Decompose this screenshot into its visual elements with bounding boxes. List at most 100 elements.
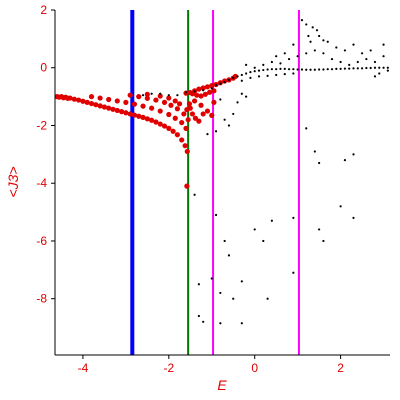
y-tick-label-2: 0 bbox=[40, 61, 47, 75]
point-s1-52 bbox=[153, 97, 159, 103]
point-s2-120 bbox=[223, 239, 226, 243]
point-s1-55 bbox=[174, 106, 181, 112]
point-s2-129 bbox=[202, 320, 205, 323]
point-s2-113 bbox=[270, 219, 273, 222]
x-tick-label-2: -2 bbox=[163, 361, 174, 375]
point-s2-88 bbox=[292, 43, 295, 46]
point-s2-32 bbox=[309, 68, 312, 71]
point-s1-13 bbox=[93, 102, 99, 108]
point-s2-11 bbox=[219, 82, 222, 85]
point-s2-104 bbox=[240, 92, 243, 95]
point-s2-44 bbox=[360, 67, 364, 70]
point-s2-122 bbox=[210, 277, 213, 280]
point-s2-45 bbox=[365, 66, 368, 70]
point-s1-27 bbox=[153, 119, 159, 125]
point-s2-15 bbox=[236, 75, 239, 78]
point-s2-54 bbox=[266, 74, 269, 77]
point-s1-80 bbox=[207, 89, 213, 95]
point-s2-77 bbox=[307, 34, 310, 38]
point-s2-28 bbox=[292, 68, 295, 71]
point-s2-57 bbox=[292, 72, 295, 75]
point-s2-61 bbox=[270, 60, 273, 64]
point-s2-9 bbox=[210, 87, 213, 90]
point-s1-86 bbox=[200, 111, 206, 117]
point-s1-42 bbox=[140, 103, 146, 109]
point-s2-36 bbox=[326, 68, 329, 71]
point-s2-51 bbox=[240, 79, 243, 82]
point-s2-131 bbox=[240, 322, 243, 325]
point-s1-37 bbox=[97, 95, 103, 101]
point-s2-40 bbox=[343, 67, 347, 70]
point-s1-8 bbox=[71, 96, 77, 102]
point-s1-77 bbox=[194, 92, 200, 98]
point-s2-14 bbox=[232, 76, 235, 79]
point-s1-47 bbox=[179, 119, 185, 126]
point-s1-45 bbox=[166, 111, 172, 118]
point-s2-26 bbox=[283, 67, 286, 70]
point-s1-85 bbox=[196, 118, 202, 124]
point-s1-38 bbox=[106, 96, 112, 103]
point-s2-89 bbox=[283, 52, 286, 55]
vertical-lines-layer bbox=[130, 10, 300, 355]
point-s2-43 bbox=[356, 67, 359, 70]
point-s2-19 bbox=[253, 70, 256, 73]
point-s2-115 bbox=[262, 239, 265, 243]
point-s1-44 bbox=[157, 108, 163, 114]
point-s2-109 bbox=[318, 161, 321, 165]
point-s2-16 bbox=[240, 73, 243, 77]
point-s1-9 bbox=[76, 97, 82, 103]
point-s1-43 bbox=[149, 105, 155, 111]
point-s2-90 bbox=[275, 55, 278, 58]
point-s2-50 bbox=[386, 66, 389, 69]
point-s2-110 bbox=[193, 193, 196, 196]
x-axis-label: E bbox=[217, 377, 227, 393]
point-s2-41 bbox=[348, 67, 351, 70]
point-s2-30 bbox=[300, 68, 304, 71]
point-s2-74 bbox=[382, 55, 385, 58]
point-s2-49 bbox=[382, 66, 385, 69]
point-s2-7 bbox=[193, 90, 196, 93]
point-s2-125 bbox=[240, 280, 243, 283]
point-s2-126 bbox=[266, 297, 269, 300]
point-s2-27 bbox=[287, 68, 291, 71]
point-s1-20 bbox=[123, 110, 129, 116]
point-s1-19 bbox=[118, 109, 125, 115]
point-s2-127 bbox=[292, 271, 295, 274]
point-s1-48 bbox=[183, 125, 189, 131]
point-s2-12 bbox=[223, 81, 226, 84]
point-s1-25 bbox=[144, 116, 150, 122]
point-s1-83 bbox=[189, 111, 196, 117]
points-layer bbox=[54, 19, 389, 325]
x-tick-label-4: 2 bbox=[337, 361, 344, 375]
point-s2-55 bbox=[275, 73, 278, 77]
point-s1-87 bbox=[204, 108, 211, 114]
point-s2-106 bbox=[313, 150, 316, 153]
point-s1-78 bbox=[198, 93, 204, 99]
point-s2-123 bbox=[219, 291, 222, 295]
point-s1-29 bbox=[161, 123, 168, 129]
point-s2-2 bbox=[150, 92, 153, 95]
point-s1-36 bbox=[88, 94, 95, 100]
point-s2-92 bbox=[322, 39, 325, 42]
point-s1-89 bbox=[211, 99, 217, 105]
point-s2-69 bbox=[339, 60, 342, 64]
point-s2-29 bbox=[296, 68, 299, 71]
point-s1-72 bbox=[222, 78, 228, 84]
point-s1-35 bbox=[184, 148, 190, 155]
point-s1-21 bbox=[127, 111, 133, 117]
point-s2-132 bbox=[197, 283, 200, 286]
point-s2-114 bbox=[292, 216, 295, 219]
point-s1-11 bbox=[84, 99, 90, 105]
x-tick-label-1: -4 bbox=[78, 361, 89, 375]
point-s1-57 bbox=[185, 117, 191, 123]
point-s2-85 bbox=[360, 52, 364, 55]
point-s2-97 bbox=[223, 118, 226, 121]
point-s2-105 bbox=[305, 127, 308, 130]
point-s2-124 bbox=[232, 297, 235, 300]
point-s1-46 bbox=[172, 115, 178, 121]
point-s2-60 bbox=[262, 63, 265, 66]
point-s1-34 bbox=[182, 143, 188, 149]
point-s1-54 bbox=[168, 102, 174, 108]
point-s2-101 bbox=[236, 101, 239, 104]
point-s2-130 bbox=[219, 322, 222, 325]
